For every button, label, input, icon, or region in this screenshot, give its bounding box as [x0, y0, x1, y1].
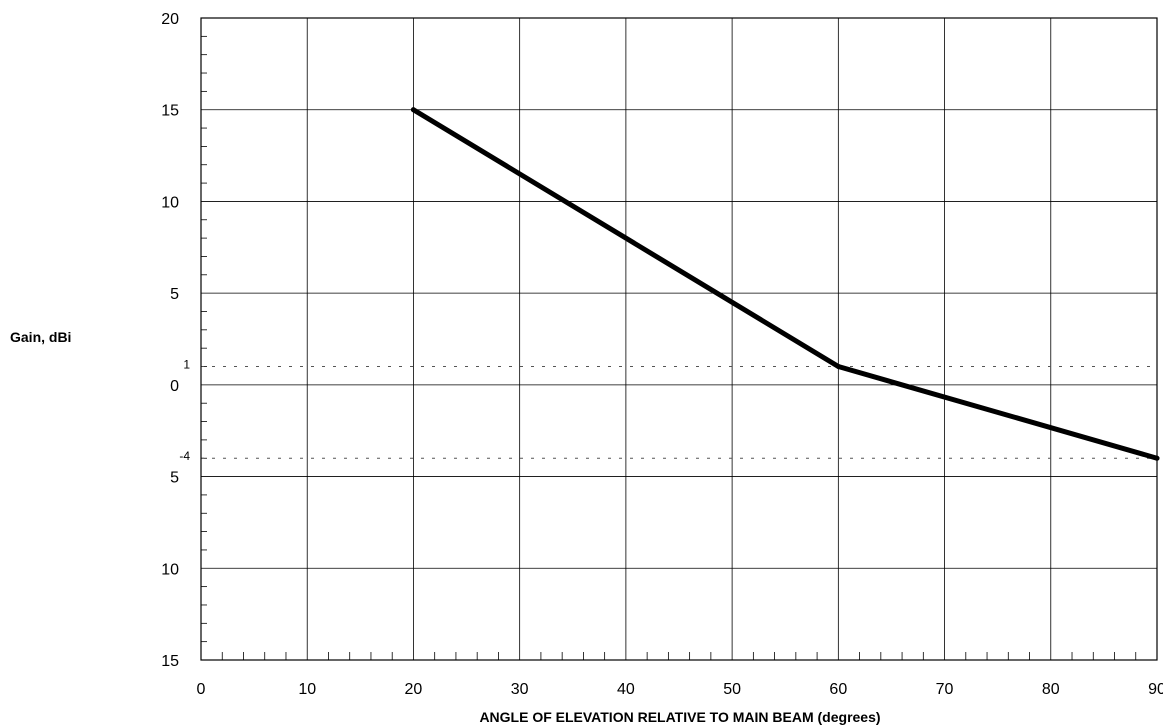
data-series — [410, 107, 1160, 461]
y-tick-label: 5 — [170, 470, 179, 487]
x-axis-title: ANGLE OF ELEVATION RELATIVE TO MAIN BEAM… — [479, 709, 880, 725]
reference-label: 1 — [183, 358, 190, 372]
plot-frame — [200, 17, 1158, 661]
y-tick-label: 20 — [161, 11, 179, 28]
data-point — [835, 364, 841, 370]
y-tick-label: 5 — [170, 286, 179, 303]
x-tick-label: 60 — [829, 681, 847, 698]
x-tick-label: 30 — [511, 681, 529, 698]
x-tick-label: 70 — [936, 681, 954, 698]
minor-ticks — [201, 35, 1137, 660]
x-tick-label: 0 — [197, 681, 206, 698]
y-tick-label: 10 — [161, 561, 179, 578]
y-tick-label: 15 — [161, 653, 179, 670]
x-tick-label: 50 — [723, 681, 741, 698]
y-axis-title: Gain, dBi — [10, 329, 71, 345]
reference-labels: 1 -4 — [179, 358, 190, 464]
reference-label: -4 — [179, 449, 190, 463]
grid — [200, 17, 1158, 661]
y-tick-label: 15 — [161, 103, 179, 120]
data-point — [410, 107, 416, 113]
x-tick-labels: 0 10 20 30 40 50 60 70 80 90 — [197, 681, 1163, 698]
y-tick-labels: 20 15 10 5 0 5 10 15 — [161, 11, 179, 670]
y-tick-label: 10 — [161, 194, 179, 211]
x-tick-label: 80 — [1042, 681, 1060, 698]
x-tick-label: 90 — [1148, 681, 1163, 698]
x-tick-label: 20 — [405, 681, 423, 698]
data-point — [1154, 455, 1160, 461]
x-tick-label: 40 — [617, 681, 635, 698]
series-line — [410, 107, 1160, 461]
y-tick-label: 0 — [170, 378, 179, 395]
x-tick-label: 10 — [298, 681, 316, 698]
reference-lines — [201, 366, 1157, 459]
